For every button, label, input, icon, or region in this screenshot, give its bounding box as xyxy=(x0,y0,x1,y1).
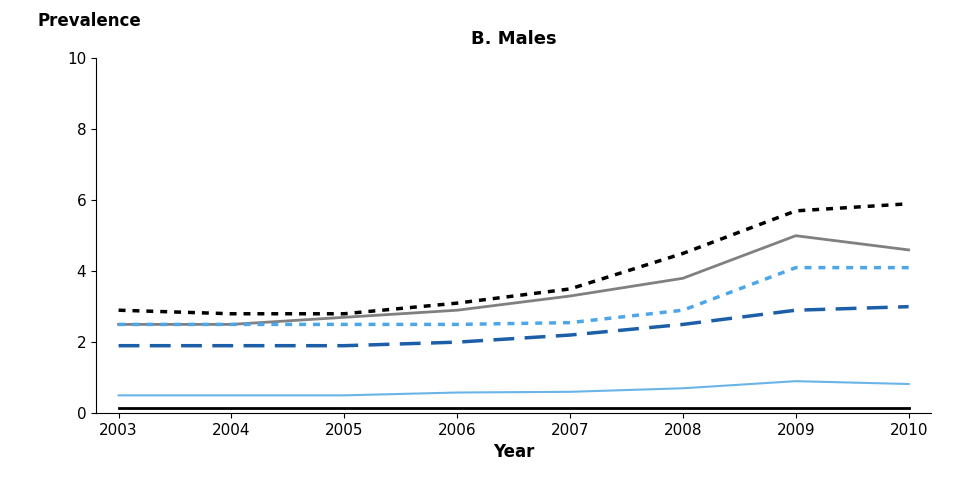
X-axis label: Year: Year xyxy=(492,443,535,461)
Title: B. Males: B. Males xyxy=(470,31,557,49)
Text: Prevalence: Prevalence xyxy=(37,12,141,30)
